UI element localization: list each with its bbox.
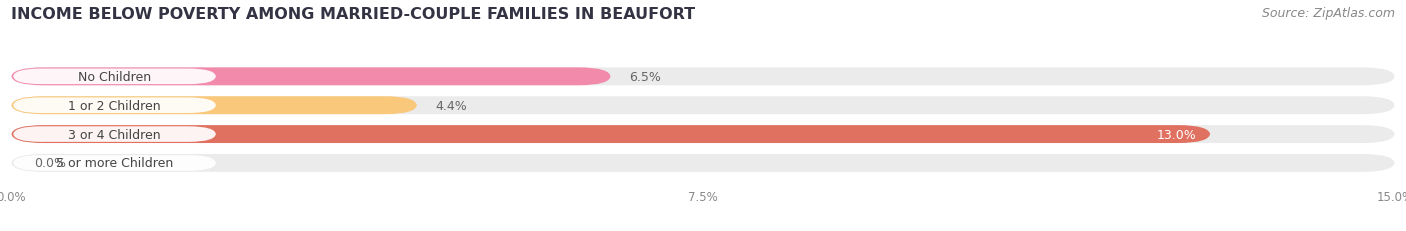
FancyBboxPatch shape	[11, 126, 1211, 143]
FancyBboxPatch shape	[11, 97, 1395, 115]
Text: 13.0%: 13.0%	[1157, 128, 1197, 141]
Text: 5 or more Children: 5 or more Children	[56, 157, 173, 170]
FancyBboxPatch shape	[13, 98, 217, 113]
Text: Source: ZipAtlas.com: Source: ZipAtlas.com	[1261, 7, 1395, 20]
Text: 4.4%: 4.4%	[436, 99, 467, 112]
Text: INCOME BELOW POVERTY AMONG MARRIED-COUPLE FAMILIES IN BEAUFORT: INCOME BELOW POVERTY AMONG MARRIED-COUPL…	[11, 7, 696, 22]
FancyBboxPatch shape	[13, 69, 217, 85]
Text: 3 or 4 Children: 3 or 4 Children	[69, 128, 160, 141]
FancyBboxPatch shape	[13, 127, 217, 142]
FancyBboxPatch shape	[11, 126, 1395, 143]
Text: 6.5%: 6.5%	[630, 70, 661, 83]
FancyBboxPatch shape	[11, 97, 418, 115]
FancyBboxPatch shape	[11, 154, 1395, 172]
FancyBboxPatch shape	[11, 68, 610, 86]
Text: 0.0%: 0.0%	[34, 157, 66, 170]
Text: No Children: No Children	[77, 70, 150, 83]
Text: 1 or 2 Children: 1 or 2 Children	[69, 99, 160, 112]
FancyBboxPatch shape	[11, 68, 1395, 86]
FancyBboxPatch shape	[13, 155, 217, 171]
